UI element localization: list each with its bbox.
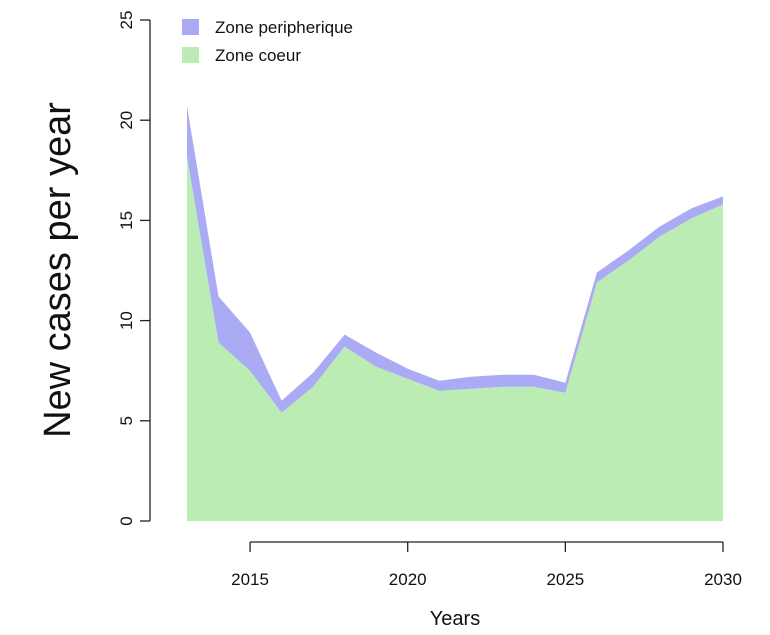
- area: [187, 106, 723, 413]
- x-tick-label: 2030: [704, 570, 742, 589]
- y-tick-label: 20: [117, 111, 136, 130]
- y-tick-label: 25: [117, 11, 136, 30]
- legend-swatch: [182, 47, 199, 63]
- x-tick-label: 2020: [389, 570, 427, 589]
- legend-swatch: [182, 19, 199, 35]
- area: [187, 156, 723, 521]
- y-tick-label: 0: [117, 516, 136, 525]
- x-tick-label: 2015: [231, 570, 269, 589]
- y-tick-label: 10: [117, 311, 136, 330]
- legend-label: Zone coeur: [215, 46, 301, 65]
- x-tick-label: 2025: [546, 570, 584, 589]
- y-tick-label: 5: [117, 416, 136, 425]
- x-axis-label: Years: [430, 608, 480, 630]
- y-tick-label: 15: [117, 211, 136, 230]
- legend-label: Zone peripherique: [215, 18, 353, 37]
- y-axis-label: New cases per year: [37, 102, 79, 438]
